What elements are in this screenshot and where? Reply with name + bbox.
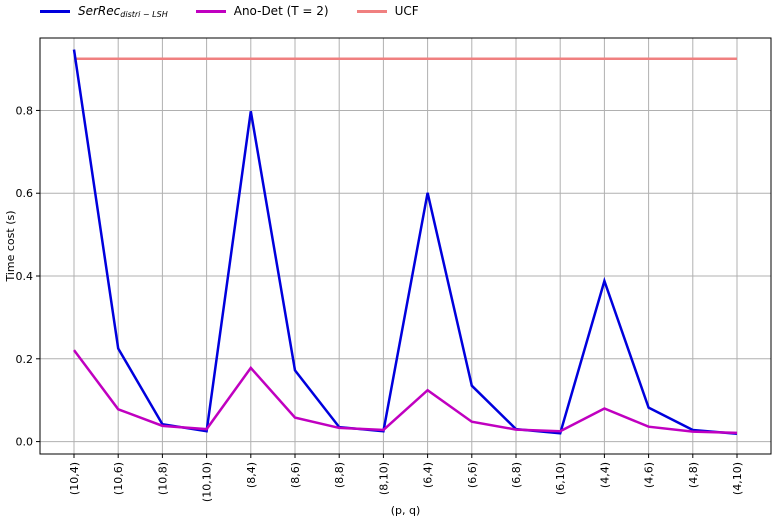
x-tick-label: (4,6) — [643, 462, 656, 488]
y-tick-label: 0.6 — [16, 187, 34, 200]
legend-item-serrec: SerRec distri − LSH — [40, 4, 168, 19]
y-tick-label: 0.2 — [16, 353, 34, 366]
plot-frame — [39, 37, 772, 455]
legend-swatch-serrec — [40, 9, 70, 13]
series-line-serrec — [72, 49, 738, 435]
x-tick-label: (8,8) — [333, 462, 346, 488]
legend-item-ucf: UCF — [356, 4, 419, 18]
x-tick-label: (6,10) — [554, 462, 567, 495]
x-tick-label: (4,10) — [731, 462, 744, 495]
x-tick-label: (6,4) — [422, 462, 435, 488]
x-tick-label: (10,4) — [68, 462, 81, 495]
x-tick-label: (8,10) — [377, 462, 390, 495]
legend-item-ano-det: Ano-Det (T = 2) — [195, 4, 329, 18]
x-tick-label: (10,8) — [156, 462, 169, 495]
legend-label-ano-det: Ano-Det (T = 2) — [233, 4, 329, 18]
y-tick-label: 0.8 — [16, 104, 34, 117]
legend: SerRec distri − LSH Ano-Det (T = 2) UCF — [40, 0, 447, 22]
x-tick-label: (6,6) — [466, 462, 479, 488]
legend-label-serrec: SerRec — [78, 4, 121, 18]
legend-swatch-ucf — [356, 9, 387, 13]
series-line-ano-det-t-2 — [72, 349, 738, 435]
x-tick-label: (8,4) — [245, 462, 258, 488]
y-tick-label: 0.0 — [16, 436, 34, 449]
x-axis-label: (p, q) — [391, 504, 421, 517]
grid — [40, 38, 771, 454]
y-tick-label: 0.4 — [16, 270, 34, 283]
legend-label-serrec-subscript: distri − LSH — [120, 9, 168, 19]
x-tick-label: (4,4) — [598, 462, 611, 488]
x-tick-label: (8,6) — [289, 462, 302, 488]
legend-swatch-ano-det — [195, 9, 226, 13]
y-axis-ticks: 0.0 0.2 0.4 0.6 0.8 — [16, 104, 40, 449]
legend-label-ucf: UCF — [394, 4, 419, 18]
x-tick-label: (4,8) — [687, 462, 700, 488]
x-tick-label: (10,6) — [112, 462, 125, 495]
x-tick-label: (10,10) — [201, 462, 214, 502]
x-axis-ticks: (10,4) (10,6) (10,8) (10,10) (8,4) (8,6) (8,8)… — [68, 454, 744, 502]
x-tick-label: (6,8) — [510, 462, 523, 488]
series-lines — [72, 49, 738, 435]
y-axis-label: Time cost (s) — [4, 210, 17, 282]
